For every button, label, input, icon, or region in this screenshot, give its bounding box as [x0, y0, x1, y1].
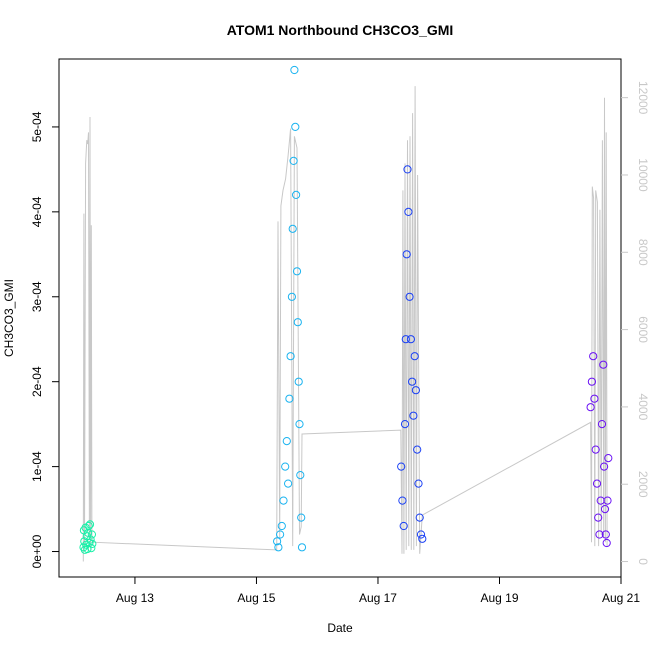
data-point — [398, 496, 407, 505]
data-point — [586, 403, 595, 412]
data-point — [409, 411, 418, 420]
data-point — [401, 335, 410, 344]
data-point — [291, 122, 300, 132]
data-point — [600, 505, 610, 514]
data-point — [592, 479, 602, 488]
data-point — [284, 479, 293, 488]
data-point — [415, 513, 424, 522]
data-point — [413, 445, 422, 454]
y-right-tick-label: 0 — [636, 558, 650, 565]
data-point — [295, 420, 304, 429]
y-left-tick-label: 3e-04 — [30, 281, 44, 312]
y-right-tick-label: 4000 — [636, 394, 650, 421]
data-point — [296, 471, 305, 480]
y-left-tick-label: 1e-04 — [30, 451, 44, 482]
data-point — [406, 335, 415, 344]
data-point — [408, 377, 417, 386]
data-point — [405, 292, 414, 301]
data-point — [397, 462, 406, 471]
data-point — [292, 267, 302, 276]
data-point — [87, 544, 96, 553]
y-right-tick-label: 12000 — [636, 81, 650, 115]
data-point — [402, 250, 411, 259]
data-point — [274, 543, 283, 552]
data-point — [293, 318, 302, 327]
data-point — [600, 462, 609, 471]
y-right-tick-label: 2000 — [636, 471, 650, 498]
series-1 — [79, 520, 97, 554]
data-point — [290, 65, 299, 75]
axes-layer: Aug 13 Aug 15 Aug 17 Aug 19 Aug 21 0e+00 1e-04… — [30, 58, 650, 605]
data-point — [403, 165, 412, 174]
y-left-tick-label: 2e-04 — [30, 366, 44, 397]
y-right-tick-label: 10000 — [636, 158, 650, 192]
data-point — [602, 538, 611, 548]
data-point — [292, 190, 301, 199]
data-point — [87, 530, 97, 539]
altitude-trace-line — [82, 86, 608, 562]
plot-frame — [58, 58, 622, 578]
x-axis-title: Date — [327, 621, 353, 635]
data-point — [297, 543, 307, 552]
data-point — [594, 513, 603, 522]
data-point — [400, 420, 410, 429]
data-point — [590, 394, 599, 403]
data-point — [286, 352, 295, 361]
data-point — [591, 445, 600, 454]
data-point — [297, 513, 306, 522]
data-points-layer — [79, 65, 613, 554]
x-tick-label: Aug 19 — [480, 591, 518, 605]
data-point — [587, 377, 597, 386]
data-point — [601, 530, 610, 539]
x-tick-label: Aug 15 — [237, 591, 275, 605]
data-point — [288, 224, 297, 233]
series-3 — [397, 165, 427, 543]
data-point — [418, 534, 427, 543]
data-point — [399, 521, 408, 531]
series-2 — [273, 65, 307, 552]
data-point — [595, 530, 604, 539]
data-point — [589, 352, 598, 361]
data-point — [276, 530, 285, 539]
data-point — [414, 479, 423, 488]
y-right-tick-label: 6000 — [636, 316, 650, 343]
data-point — [287, 292, 296, 301]
data-point — [289, 156, 298, 165]
series-4 — [586, 352, 613, 548]
chart-title: ATOM1 Northbound CH3CO3_GMI — [227, 22, 454, 38]
data-point — [604, 454, 613, 463]
data-point — [88, 539, 97, 549]
data-point — [273, 537, 282, 546]
data-point — [279, 496, 288, 505]
data-point — [83, 544, 92, 554]
data-point — [277, 521, 286, 531]
data-point — [285, 394, 294, 403]
data-point — [597, 420, 607, 429]
data-point — [416, 530, 426, 539]
x-tick-label: Aug 13 — [116, 591, 154, 605]
y-left-tick-label: 4e-04 — [30, 196, 44, 227]
data-point — [84, 521, 93, 531]
data-point — [603, 496, 612, 505]
y-left-tick-label: 0e+00 — [30, 534, 44, 568]
data-point — [282, 437, 291, 446]
data-point — [294, 377, 303, 386]
y-left-tick-label: 5e-04 — [30, 111, 44, 142]
data-point — [404, 207, 413, 216]
data-point — [599, 360, 608, 369]
data-point — [85, 520, 95, 529]
y-axis-title: CH3CO3_GMI — [2, 279, 16, 357]
data-point — [411, 386, 420, 395]
data-point — [86, 535, 95, 544]
y-right-tick-label: 8000 — [636, 239, 650, 266]
data-point — [410, 352, 419, 361]
x-tick-label: Aug 17 — [359, 591, 397, 605]
altitude-trace-layer — [82, 86, 608, 562]
x-tick-label: Aug 21 — [602, 591, 640, 605]
data-point — [281, 462, 290, 471]
